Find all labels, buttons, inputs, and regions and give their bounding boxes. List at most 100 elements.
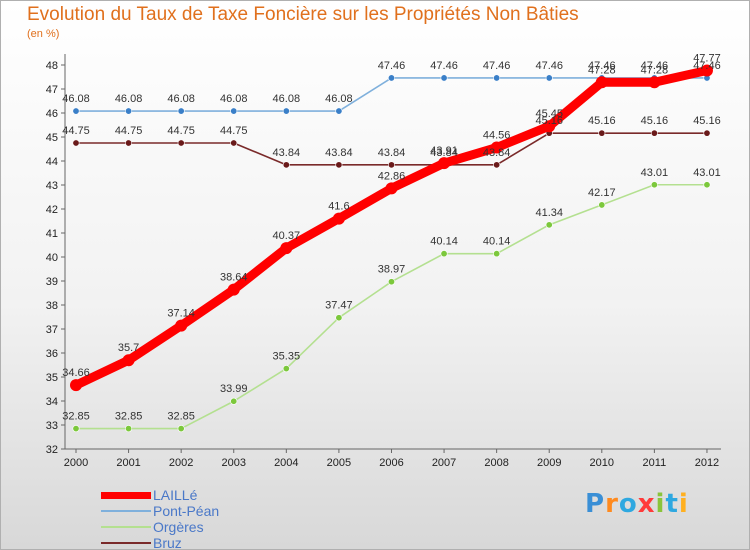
data-label-lailie: 44.56 [483, 130, 511, 142]
data-label-lailie: 47.77 [693, 53, 721, 65]
data-label-orgeres: 38.97 [378, 264, 406, 276]
data-label-pont-pean: 46.08 [115, 93, 143, 105]
x-tick-label: 2011 [643, 457, 667, 469]
data-point-orgeres [387, 278, 395, 286]
data-label-layer: 32.85 32.85 32.85 33.99 35.35 37.47 38.97 40.14… [62, 53, 720, 423]
chart-subtitle: (en %) [27, 28, 60, 40]
data-point-lailie [385, 182, 398, 195]
data-label-pont-pean: 47.46 [588, 60, 616, 72]
data-label-pont-pean: 46.08 [62, 93, 90, 105]
data-point-bruz [282, 161, 290, 169]
data-label-lailie: 47.28 [641, 64, 669, 76]
y-tick-label: 36 [46, 348, 58, 360]
data-point-lailie [595, 76, 608, 89]
data-label-pont-pean: 46.08 [220, 93, 248, 105]
data-label-pont-pean: 47.46 [641, 60, 669, 72]
data-label-bruz: 44.75 [62, 125, 90, 137]
data-label-bruz: 45.16 [588, 115, 616, 127]
legend-swatch-bruz [101, 542, 151, 544]
legend-label-bruz: Bruz [153, 535, 182, 550]
data-label-orgeres: 37.47 [325, 300, 353, 312]
data-point-orgeres [282, 365, 290, 373]
legend-label-pont-pean: Pont-Péan [153, 503, 220, 519]
data-label-bruz: 44.75 [220, 125, 248, 137]
data-point-orgeres [177, 425, 185, 433]
data-label-bruz: 43.84 [325, 147, 353, 159]
y-tick-label: 48 [46, 60, 58, 72]
data-point-pont-pean [230, 107, 238, 115]
data-point-lailie [700, 64, 713, 77]
data-label-lailie: 40.37 [273, 230, 301, 242]
data-point-lailie [175, 319, 188, 332]
data-label-orgeres: 43.01 [641, 167, 669, 179]
y-tick-label: 46 [46, 108, 58, 120]
data-point-bruz [125, 139, 133, 147]
data-label-pont-pean: 46.08 [167, 93, 195, 105]
data-label-orgeres: 40.14 [430, 236, 458, 248]
data-label-pont-pean: 47.46 [483, 60, 511, 72]
legend-swatch-orgeres [101, 526, 151, 528]
data-point-orgeres [493, 250, 501, 258]
data-label-bruz: 43.84 [483, 147, 511, 159]
data-point-bruz [177, 139, 185, 147]
x-tick-label: 2003 [221, 457, 245, 469]
y-tick-label: 38 [46, 300, 58, 312]
data-label-lailie: 38.64 [220, 272, 248, 284]
y-tick-label: 39 [46, 276, 58, 288]
data-point-pont-pean [125, 107, 133, 115]
logo-letter: i [655, 489, 666, 519]
data-point-orgeres [440, 250, 448, 258]
x-tick-label: 2007 [432, 457, 456, 469]
data-label-lailie: 37.14 [167, 308, 195, 320]
data-label-orgeres: 32.85 [167, 411, 195, 423]
y-tick-label: 45 [46, 132, 58, 144]
data-point-bruz [598, 129, 606, 137]
data-label-bruz: 44.75 [115, 125, 143, 137]
data-point-lailie [332, 212, 345, 225]
data-point-pont-pean [387, 74, 395, 82]
data-point-pont-pean [177, 107, 185, 115]
data-label-lailie: 43.91 [430, 145, 458, 157]
data-point-orgeres [545, 221, 553, 229]
x-tick-label: 2009 [537, 457, 561, 469]
logo-letter: P [585, 489, 606, 519]
data-label-bruz: 45.16 [693, 115, 721, 127]
data-point-lailie [70, 379, 82, 392]
data-label-pont-pean: 46.08 [325, 93, 353, 105]
chart-title: Evolution du Taux de Taxe Foncière sur l… [27, 4, 579, 25]
data-point-orgeres [650, 181, 658, 189]
data-label-lailie: 47.28 [588, 64, 616, 76]
data-point-bruz [650, 129, 658, 137]
data-point-bruz [703, 129, 711, 137]
x-tick-label: 2001 [116, 457, 140, 469]
x-tick-label: 2010 [590, 457, 614, 469]
data-point-bruz [493, 161, 501, 169]
y-tick-label: 47 [46, 84, 58, 96]
data-point-orgeres [598, 201, 606, 209]
data-point-bruz [335, 161, 343, 169]
data-label-bruz: 45.16 [535, 115, 563, 127]
data-point-orgeres [703, 181, 711, 189]
data-point-bruz [230, 139, 238, 147]
data-label-pont-pean: 47.46 [378, 60, 406, 72]
y-tick-label: 42 [46, 204, 58, 216]
logo-letter: i [678, 489, 689, 519]
data-label-orgeres: 43.01 [693, 167, 721, 179]
data-point-orgeres [125, 425, 133, 433]
data-label-orgeres: 32.85 [115, 411, 143, 423]
data-label-orgeres: 40.14 [483, 236, 511, 248]
data-label-pont-pean: 46.08 [273, 93, 301, 105]
data-point-pont-pean [440, 74, 448, 82]
data-point-bruz [72, 139, 80, 147]
y-tick-label: 34 [46, 396, 58, 408]
data-label-bruz: 44.75 [167, 125, 195, 137]
data-label-orgeres: 33.99 [220, 383, 248, 395]
x-tick-label: 2004 [274, 457, 298, 469]
data-label-lailie: 35.7 [118, 342, 139, 354]
logo-letter: x [637, 489, 656, 519]
data-label-orgeres: 41.34 [535, 207, 563, 219]
data-point-pont-pean [335, 107, 343, 115]
data-label-pont-pean: 47.46 [535, 60, 563, 72]
chart-axes: 32 33 34 35 36 37 38 39 40 41 42 43 44 45 46 47 48 2000 20… [46, 54, 721, 469]
y-tick-label: 43 [46, 180, 58, 192]
